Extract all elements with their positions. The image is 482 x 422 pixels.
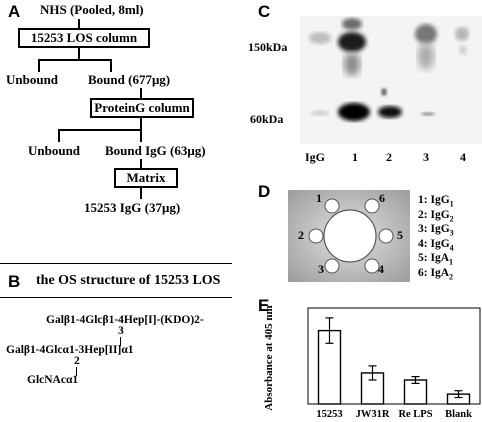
flow-connector xyxy=(38,59,40,72)
legend-item: 6: IgA2 xyxy=(418,267,453,281)
category-label: Blank xyxy=(445,409,472,420)
legend-item-number: 4: xyxy=(418,237,431,250)
legend-item-subclass: 3 xyxy=(449,228,454,238)
legend-item-subclass: 1 xyxy=(449,199,454,209)
legend-item-number: 3: xyxy=(418,223,431,235)
legend-item-subclass: 1 xyxy=(449,257,453,267)
legend-item-name: IgA xyxy=(430,266,449,279)
category-label: JW31R xyxy=(356,409,390,420)
legend-item-subclass: 2 xyxy=(449,271,453,281)
branch-number-2: 2 xyxy=(74,355,80,367)
purified-igg-label: 15253 IgG (37μg) xyxy=(84,200,181,215)
structure-line-1: Galβ1-4Glcβ1-4Hep[I]-(KDO)2- xyxy=(46,314,204,326)
panel-a-letter: A xyxy=(8,2,21,21)
flow-connector xyxy=(78,19,80,29)
legend-item-name: IgG xyxy=(430,194,450,206)
legend-item: 1: IgG1 xyxy=(418,194,454,208)
legend-item: 5: IgA1 xyxy=(418,252,453,266)
bound-label: Bound (677μg) xyxy=(88,72,171,87)
flow-connector xyxy=(140,188,142,199)
los-column-box: 15253 LOS column xyxy=(18,28,150,48)
panel-d-letter: D xyxy=(258,182,271,201)
structure-line-2: Galβ1-4Glcα1-3Hep[II]α1 xyxy=(6,344,134,356)
well-label: 4 xyxy=(378,262,384,276)
legend-item-number: 2: xyxy=(418,208,431,221)
legend-item-number: 5: xyxy=(418,252,431,264)
category-label: Re LPS xyxy=(398,409,432,420)
y-axis-label: Absorbance at 405 nm xyxy=(263,305,275,411)
flow-connector xyxy=(140,118,142,130)
serum-source-label: NHS (Pooled, 8ml) xyxy=(40,2,144,17)
well-label: 5 xyxy=(397,228,403,242)
legend-item-name: IgG xyxy=(430,237,450,250)
well-label: 1 xyxy=(316,191,322,205)
branch-number-3: 3 xyxy=(118,325,124,337)
branch-bond xyxy=(76,367,77,376)
panel-e-letter: E xyxy=(258,296,270,315)
well-label: 3 xyxy=(318,262,324,276)
lane-label: 1 xyxy=(352,150,358,164)
structure-line-3: GlcNAcα1 xyxy=(27,374,79,386)
marker-60kda: 60kDa xyxy=(250,112,284,126)
panel-divider xyxy=(0,263,232,264)
panel-c-letter: C xyxy=(258,2,271,21)
plot-frame xyxy=(307,307,481,405)
legend-item-subclass: 2 xyxy=(449,213,454,223)
flow-connector xyxy=(140,129,142,142)
unbound-label: Unbound xyxy=(6,72,59,87)
absorbance-bar-chart: 15253 JW31R Re LPS Blank xyxy=(307,307,481,420)
lane-label: 4 xyxy=(460,150,466,164)
legend-item-subclass: 4 xyxy=(449,242,454,252)
legend-item-number: 6: xyxy=(418,266,431,279)
lane-label: IgG xyxy=(305,150,326,164)
bound-igg-label: Bound IgG (63μg) xyxy=(105,143,206,158)
legend-item-number: 1: xyxy=(418,194,431,206)
panel-divider xyxy=(0,297,232,298)
flow-connector xyxy=(38,59,111,61)
well-label: 6 xyxy=(379,191,385,205)
legend-item-name: IgG xyxy=(430,223,450,235)
well-label: 2 xyxy=(298,228,304,242)
antibody-subclass-legend: 1: IgG1 2: IgG2 3: IgG3 4: IgG4 5: IgA1 6: Ig… xyxy=(418,194,482,284)
western-blot-image xyxy=(300,16,482,144)
legend-item: 2: IgG2 xyxy=(418,209,454,223)
matrix-box: Matrix xyxy=(114,168,178,188)
panel-b-letter: B xyxy=(8,272,21,291)
unbound-label: Unbound xyxy=(28,143,81,158)
structure-title: the OS structure of 15253 LOS xyxy=(36,273,221,288)
immunodiffusion-plate xyxy=(288,190,410,282)
marker-150kda: 150kDa xyxy=(248,40,288,54)
lane-label: 3 xyxy=(423,150,429,164)
category-label: 15253 xyxy=(316,409,342,420)
lane-label: 2 xyxy=(386,150,392,164)
flow-connector xyxy=(140,88,142,99)
legend-item: 3: IgG3 xyxy=(418,223,454,237)
flow-connector xyxy=(58,129,142,131)
flow-connector xyxy=(140,159,142,169)
flow-connector xyxy=(58,129,60,142)
legend-item-name: IgG xyxy=(430,208,450,221)
branch-bond xyxy=(120,337,121,346)
legend-item-name: IgA xyxy=(430,252,449,264)
protein-g-column-box: ProteinG column xyxy=(90,98,194,118)
flow-connector xyxy=(78,48,80,60)
flow-connector xyxy=(110,59,112,72)
legend-item: 4: IgG4 xyxy=(418,238,454,252)
